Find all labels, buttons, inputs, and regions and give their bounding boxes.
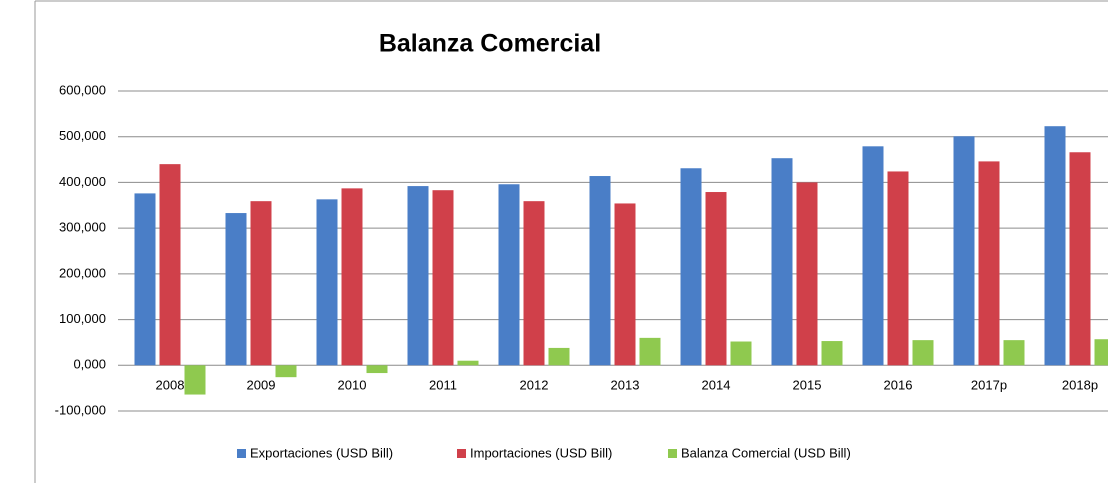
bar [639,337,661,366]
bar [680,168,702,366]
bar [1003,340,1025,366]
bar [589,176,611,366]
bar [457,360,479,366]
legend-swatch [457,449,466,458]
bar [407,186,429,366]
bar [862,146,884,366]
bar [548,347,570,366]
bar [953,136,975,366]
bar [250,201,272,366]
y-tick-label: -100,000 [55,402,106,417]
x-tick-label: 2012 [520,378,549,393]
bar [771,158,793,366]
bar [498,184,520,366]
x-tick-label: 2013 [611,378,640,393]
x-tick-label: 2018p [1062,378,1098,393]
x-tick-label: 2008 [156,378,185,393]
bar [614,203,636,366]
x-tick-label: 2014 [702,378,731,393]
bar [225,213,247,366]
legend-swatch [668,449,677,458]
bar [796,182,818,366]
x-tick-label: 2017p [971,378,1007,393]
y-tick-label: 300,000 [59,220,106,235]
chart-title: Balanza Comercial [379,30,601,58]
bar [316,199,338,366]
bar [523,201,545,366]
bar [1044,126,1066,366]
x-tick-label: 2009 [247,378,276,393]
bar [912,340,934,366]
legend-label: Importaciones (USD Bill) [470,445,612,460]
y-tick-label: 500,000 [59,128,106,143]
bar [275,365,297,378]
legend-label: Balanza Comercial (USD Bill) [681,445,851,460]
bar [341,188,363,366]
bar [1094,339,1108,366]
x-tick-label: 2016 [884,378,913,393]
x-tick-label: 2010 [338,378,367,393]
x-tick-label: 2015 [793,378,822,393]
bar [887,171,909,366]
x-tick-label: 2011 [429,378,457,393]
bar [159,164,181,366]
bar [978,161,1000,366]
legend-swatch [237,449,246,458]
legend-label: Exportaciones (USD Bill) [250,445,393,460]
y-tick-label: 100,000 [59,311,106,326]
bar [821,341,843,366]
bar [432,190,454,366]
bar [705,192,727,366]
y-tick-label: 600,000 [59,82,106,97]
bar [134,193,156,366]
y-tick-label: 0,000 [73,357,106,372]
bar [730,341,752,366]
bar [366,365,388,374]
y-tick-label: 200,000 [59,265,106,280]
y-tick-label: 400,000 [59,174,106,189]
bar [184,365,206,395]
bar [1069,152,1091,366]
